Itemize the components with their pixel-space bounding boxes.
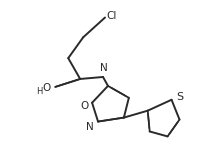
Text: S: S xyxy=(176,92,183,102)
Text: H: H xyxy=(36,87,43,96)
Text: O: O xyxy=(42,83,51,93)
Text: O: O xyxy=(80,101,88,111)
Text: N: N xyxy=(100,63,108,73)
Text: Cl: Cl xyxy=(107,11,117,21)
Text: N: N xyxy=(86,122,94,132)
